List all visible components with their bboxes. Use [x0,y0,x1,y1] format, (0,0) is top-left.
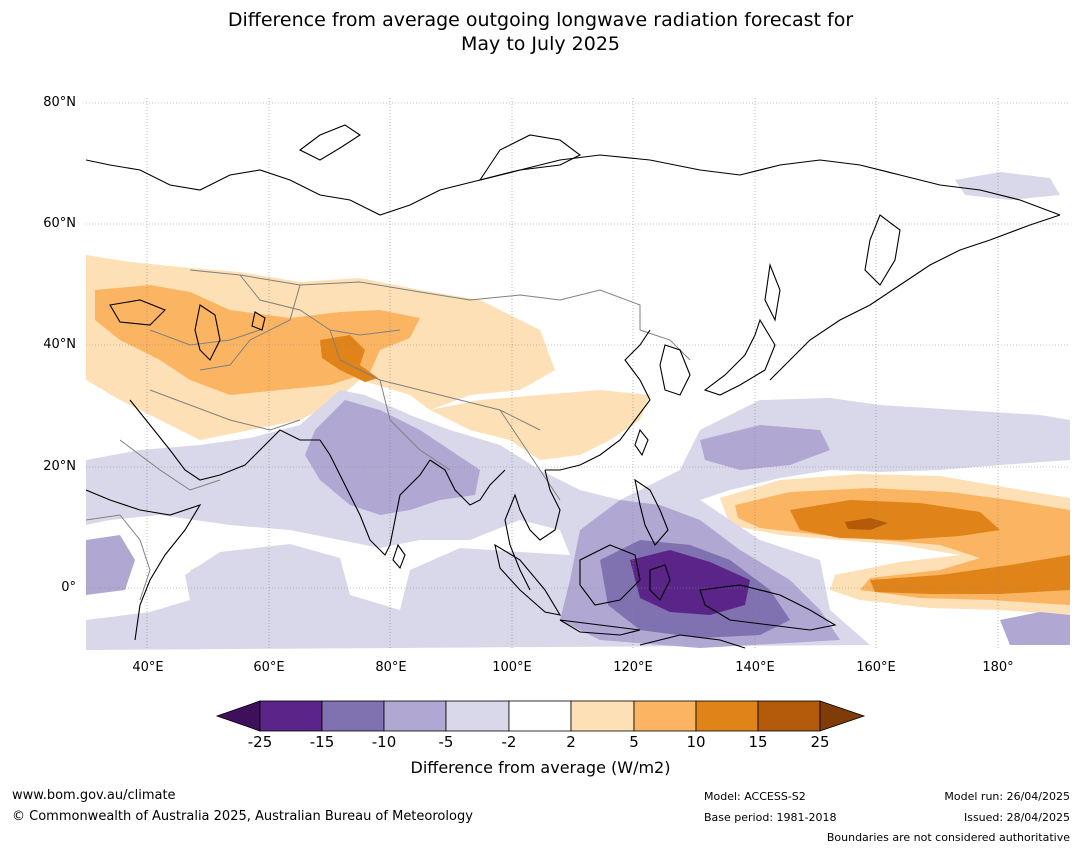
aral-coast [251,311,266,331]
colorbar-tick: 5 [629,733,639,751]
lon-label-120e: 120°E [613,660,653,675]
footer-url[interactable]: www.bom.gov.au/climate [12,788,176,803]
lon-label-40e: 40°E [132,660,164,675]
colorbar-tick: 15 [748,733,768,751]
philippines-coast [634,478,669,546]
lon-label-100e: 100°E [492,660,532,675]
lat-label-80n: 80°N [43,95,76,110]
new-guinea-coast [699,584,837,631]
pacific-coast-russia [769,214,1061,381]
graticule [86,98,1070,650]
taiwan-coast [634,428,649,457]
sakhalin-coast [764,262,781,322]
title-line-1: Difference from average outgoing longwav… [227,9,854,31]
japan-coast [703,318,776,396]
footer-model: Model: ACCESS-S2 [704,790,806,803]
lat-label-60n: 60°N [43,216,76,231]
positive-anomaly-china-light [430,390,650,460]
footer-issued: Issued: 28/04/2025 [963,811,1070,824]
caspian-coast [194,304,221,361]
title-line-2: May to July 2025 [461,33,620,55]
lat-label-40n: 40°N [43,337,76,352]
colorbar-segment [633,700,697,732]
map-area [86,98,1070,650]
anomaly-fields [86,172,1070,650]
country-boundaries [86,269,691,601]
sumatra-coast [494,543,562,616]
myanmar-coast [429,459,506,506]
colorbar-tick: -5 [438,733,454,751]
indochina-coast [504,469,561,591]
colorbar-extend-high [819,700,866,732]
kamchatka-coast [864,214,901,286]
negative-anomaly-arctic-light [955,172,1060,200]
australia-coast [639,634,746,649]
lat-label-20n: 20°N [43,459,76,474]
negative-anomaly-africa-mid [86,535,135,595]
colorbar-segment [508,700,572,732]
colorbar-segment [570,700,635,732]
colorbar-tick: 10 [686,733,706,751]
lon-label-80e: 80°E [375,660,407,675]
colorbar-label: Difference from average (W/m2) [410,758,671,777]
negative-anomaly-west-pacific-mid [700,425,830,470]
lon-label-180: 180° [982,660,1014,675]
lon-label-60e: 60°E [253,660,285,675]
positive-anomaly-pacific-strongest [845,518,888,530]
java-coast [559,619,641,636]
sulawesi-coast [649,564,671,601]
positive-anomaly-pacific-strong-east [870,555,1070,594]
footer-copyright: © Commonwealth of Australia 2025, Austra… [12,809,473,824]
colorbar-tick: -25 [247,733,273,751]
colorbar-tick: -2 [501,733,517,751]
footer-model-run: Model run: 26/04/2025 [944,790,1070,803]
colorbar-segment [383,700,447,732]
sri-lanka-coast [392,543,406,570]
colorbar-tick: -10 [371,733,397,751]
map-title: Difference from average outgoing longwav… [0,8,1081,56]
colorbar-tick: 25 [810,733,830,751]
borneo-coast [579,544,641,606]
colorbar-segment [321,700,385,732]
horn-of-africa-coast [86,489,202,641]
footer-base-period: Base period: 1981-2018 [704,811,837,824]
india-coast [319,439,431,556]
colorbar-segment [757,700,821,732]
colorbar-segment [695,700,759,732]
china-coast [545,329,651,471]
colorbar-extend-low [215,700,261,732]
arctic-coast [86,154,1061,216]
colorbar-segment [445,700,510,732]
colorbar-tick: 2 [566,733,576,751]
lon-label-140e: 140°E [735,660,775,675]
negative-anomaly-south-asia-mid [305,400,480,515]
korea-coast [659,344,691,396]
negative-anomaly-east-pacific-mid [1000,612,1070,645]
lon-label-160e: 160°E [856,660,896,675]
footer-disclaimer: Boundaries are not considered authoritat… [826,831,1070,844]
arabian-coast [129,399,320,481]
lat-label-equator: 0° [61,580,76,595]
positive-anomaly-pacific-strong [790,500,1000,540]
colorbar [215,700,866,732]
colorbar-tick: -15 [309,733,335,751]
positive-anomaly-asia-strong [320,335,378,382]
taymyr-coast [478,134,582,181]
black-sea-coast [109,299,166,326]
colorbar-segment [259,700,323,732]
novaya-zemlya-coast [298,124,362,161]
coastlines [86,124,1061,649]
